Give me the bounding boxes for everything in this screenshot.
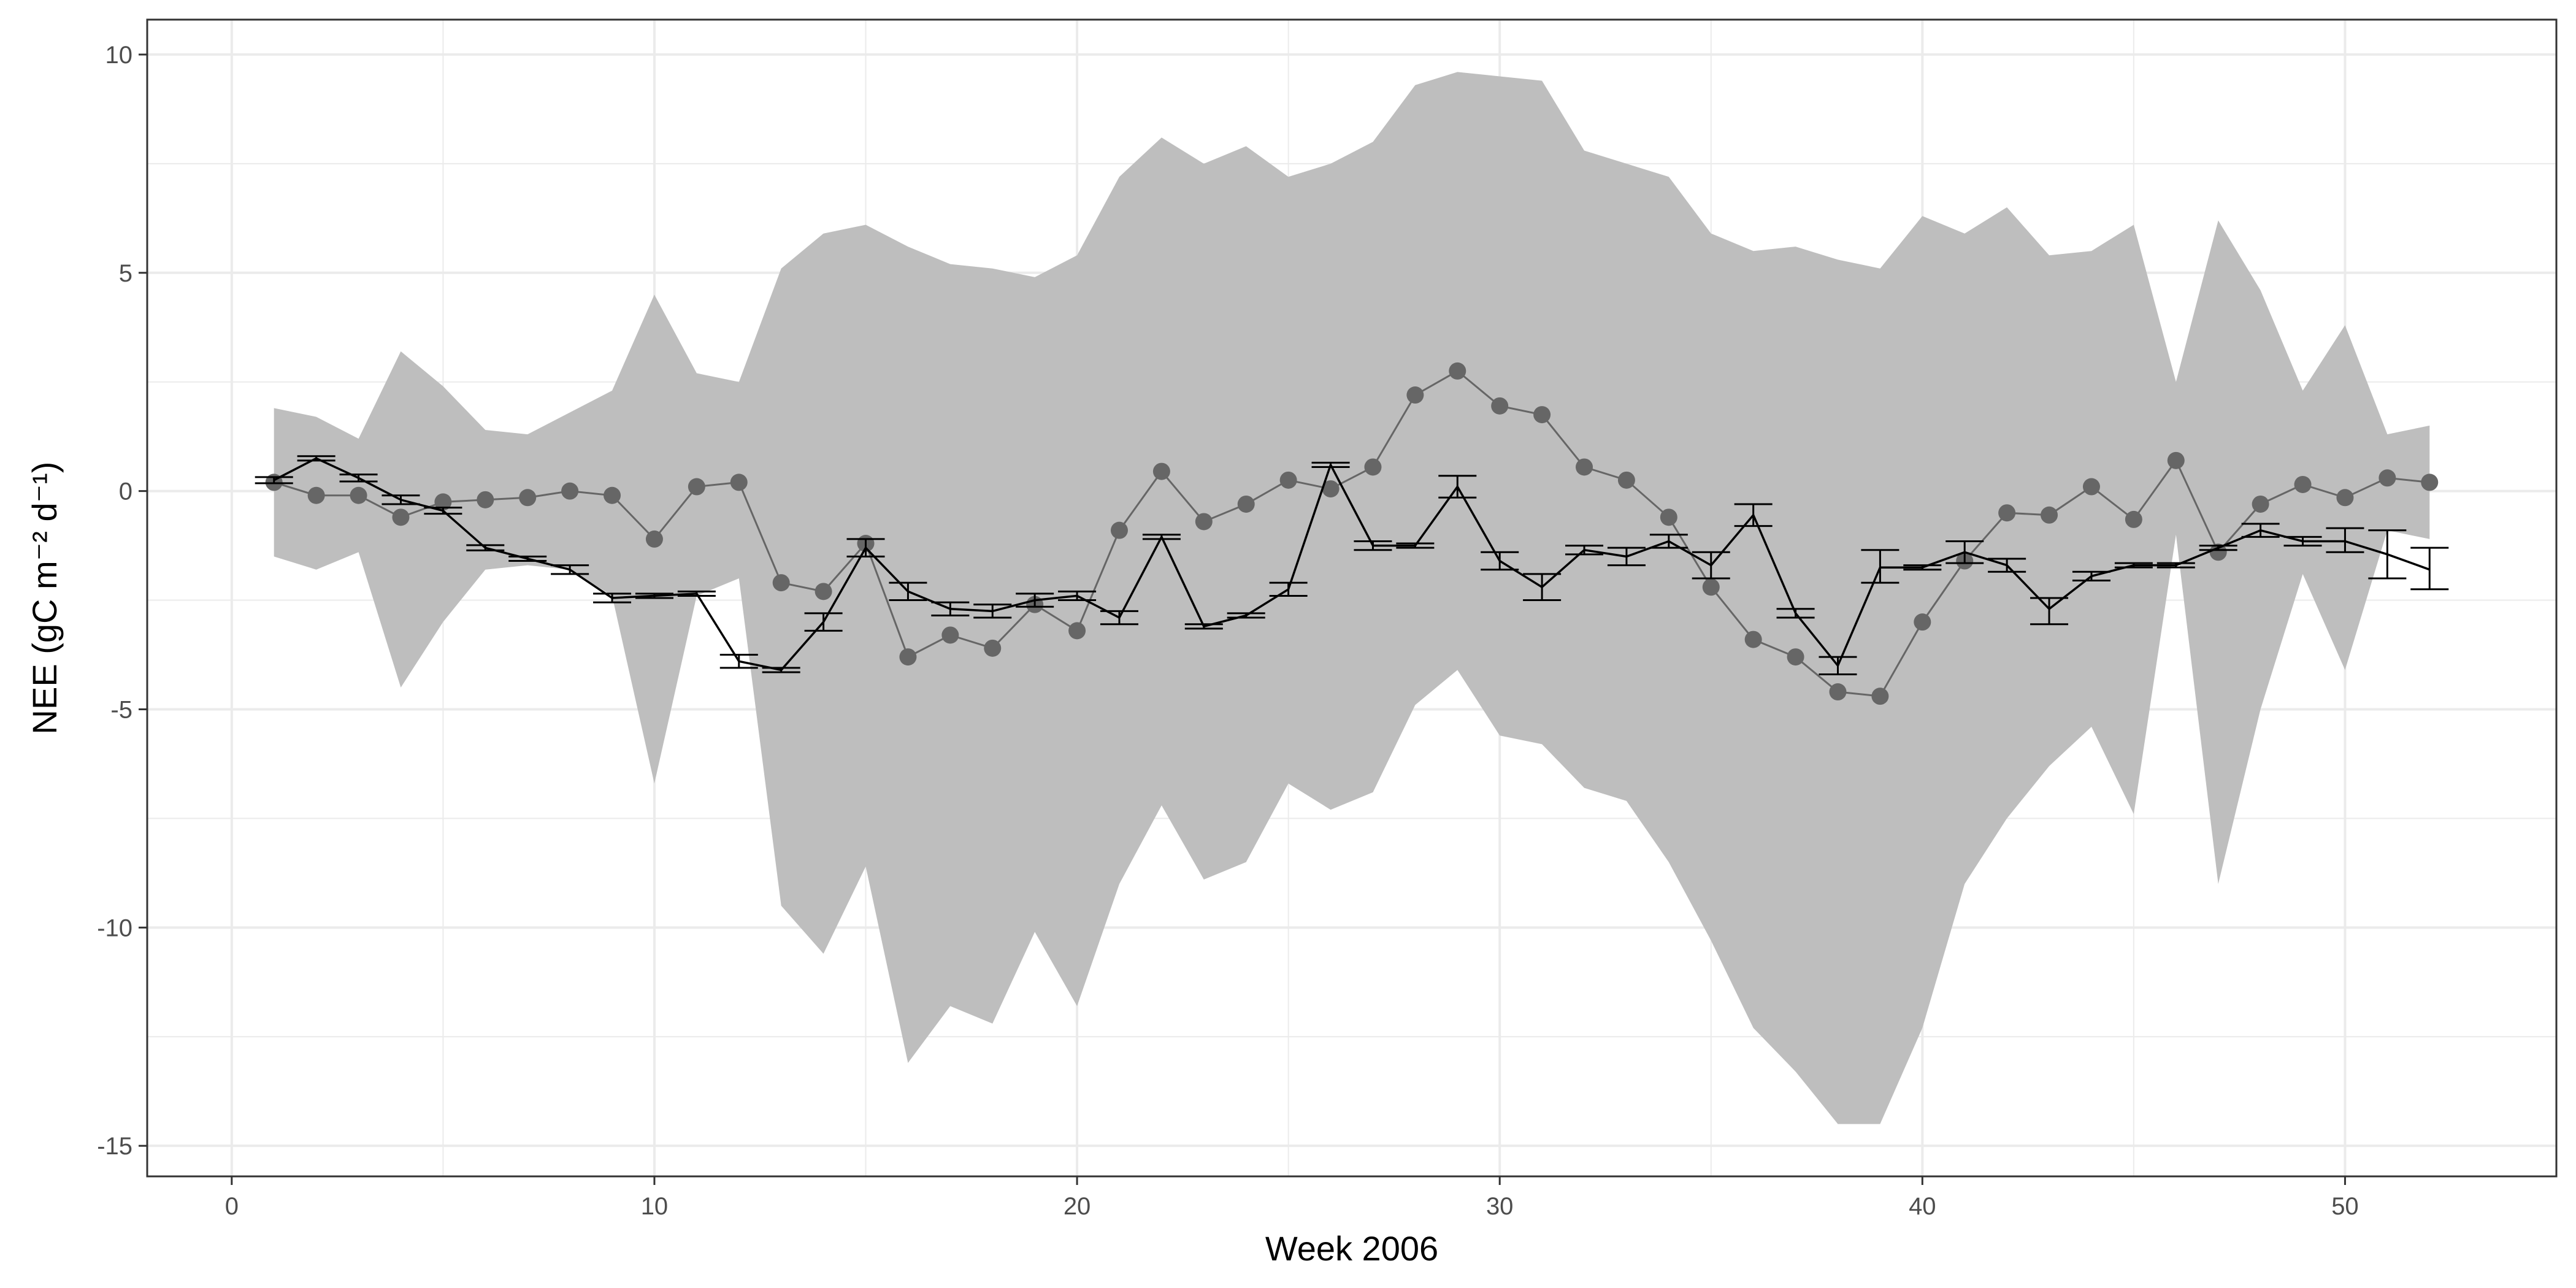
x-axis-ticks: 0 10 20 30 40 50 — [225, 1176, 2359, 1220]
y-tick-label: 5 — [119, 260, 132, 287]
y-tick-label: -15 — [97, 1133, 132, 1160]
data-point — [1829, 683, 1847, 701]
x-tick-label: 0 — [225, 1193, 239, 1220]
y-tick-label: -5 — [110, 696, 132, 723]
data-point — [1871, 688, 1889, 705]
data-point — [1702, 578, 1720, 596]
data-point — [392, 508, 410, 526]
data-point — [645, 530, 663, 548]
data-point — [2041, 506, 2058, 524]
y-tick-label: -10 — [97, 914, 132, 941]
panel-border — [146, 18, 2558, 1178]
x-tick-label: 40 — [1909, 1193, 1936, 1220]
data-point — [1237, 495, 1255, 513]
data-point — [477, 491, 494, 508]
data-point — [2252, 495, 2269, 513]
point-series-line — [274, 370, 2430, 697]
data-point — [307, 486, 325, 504]
point-series — [265, 362, 2439, 705]
y-axis-title: NEE (gC m⁻² d⁻¹) — [25, 462, 64, 735]
data-point — [2209, 543, 2227, 561]
x-tick-label: 30 — [1486, 1193, 1514, 1220]
y-tick-label: 0 — [119, 478, 132, 505]
x-axis-title: Week 2006 — [1265, 1229, 1438, 1268]
errorbar-series-line — [273, 457, 2430, 672]
data-point — [561, 482, 579, 500]
data-point — [1533, 406, 1551, 424]
data-point — [2294, 475, 2312, 493]
data-point — [1195, 513, 1213, 531]
data-point — [1110, 521, 1128, 539]
data-point — [1617, 471, 1635, 489]
data-point — [1068, 622, 1086, 640]
data-point — [434, 493, 452, 511]
data-point — [984, 639, 1002, 657]
x-tick-label: 10 — [641, 1193, 669, 1220]
data-point — [1660, 508, 1677, 526]
data-point — [1279, 471, 1297, 489]
data-point — [1364, 458, 1382, 476]
x-tick-label: 50 — [2331, 1193, 2359, 1220]
data-point — [350, 486, 367, 504]
data-point — [2336, 489, 2354, 507]
data-point — [730, 473, 748, 491]
y-axis-ticks: 10 5 0 -5 -10 -15 — [97, 42, 147, 1160]
data-point — [2167, 451, 2185, 469]
data-point — [1449, 362, 1466, 380]
data-point — [2082, 478, 2100, 496]
data-point — [1322, 480, 1340, 498]
data-point — [1787, 648, 1804, 666]
data-point — [1998, 504, 2016, 522]
y-tick-label: 10 — [105, 42, 133, 69]
data-point — [1406, 386, 1424, 404]
data-point — [2421, 473, 2439, 491]
data-point — [604, 486, 621, 504]
data-point — [1576, 458, 1593, 476]
data-point — [2379, 469, 2396, 487]
x-tick-label: 20 — [1064, 1193, 1091, 1220]
data-point — [519, 489, 537, 507]
data-point — [1914, 613, 1931, 631]
data-point — [899, 648, 917, 666]
data-point — [1152, 462, 1170, 480]
data-point — [772, 574, 790, 592]
data-point — [941, 626, 959, 644]
data-point — [815, 583, 832, 600]
data-point — [1744, 631, 1762, 648]
data-point — [688, 478, 705, 496]
data-point — [2125, 510, 2142, 528]
errorbar-series — [255, 455, 2449, 676]
confidence-band — [274, 72, 2430, 1124]
data-point — [1491, 397, 1509, 415]
